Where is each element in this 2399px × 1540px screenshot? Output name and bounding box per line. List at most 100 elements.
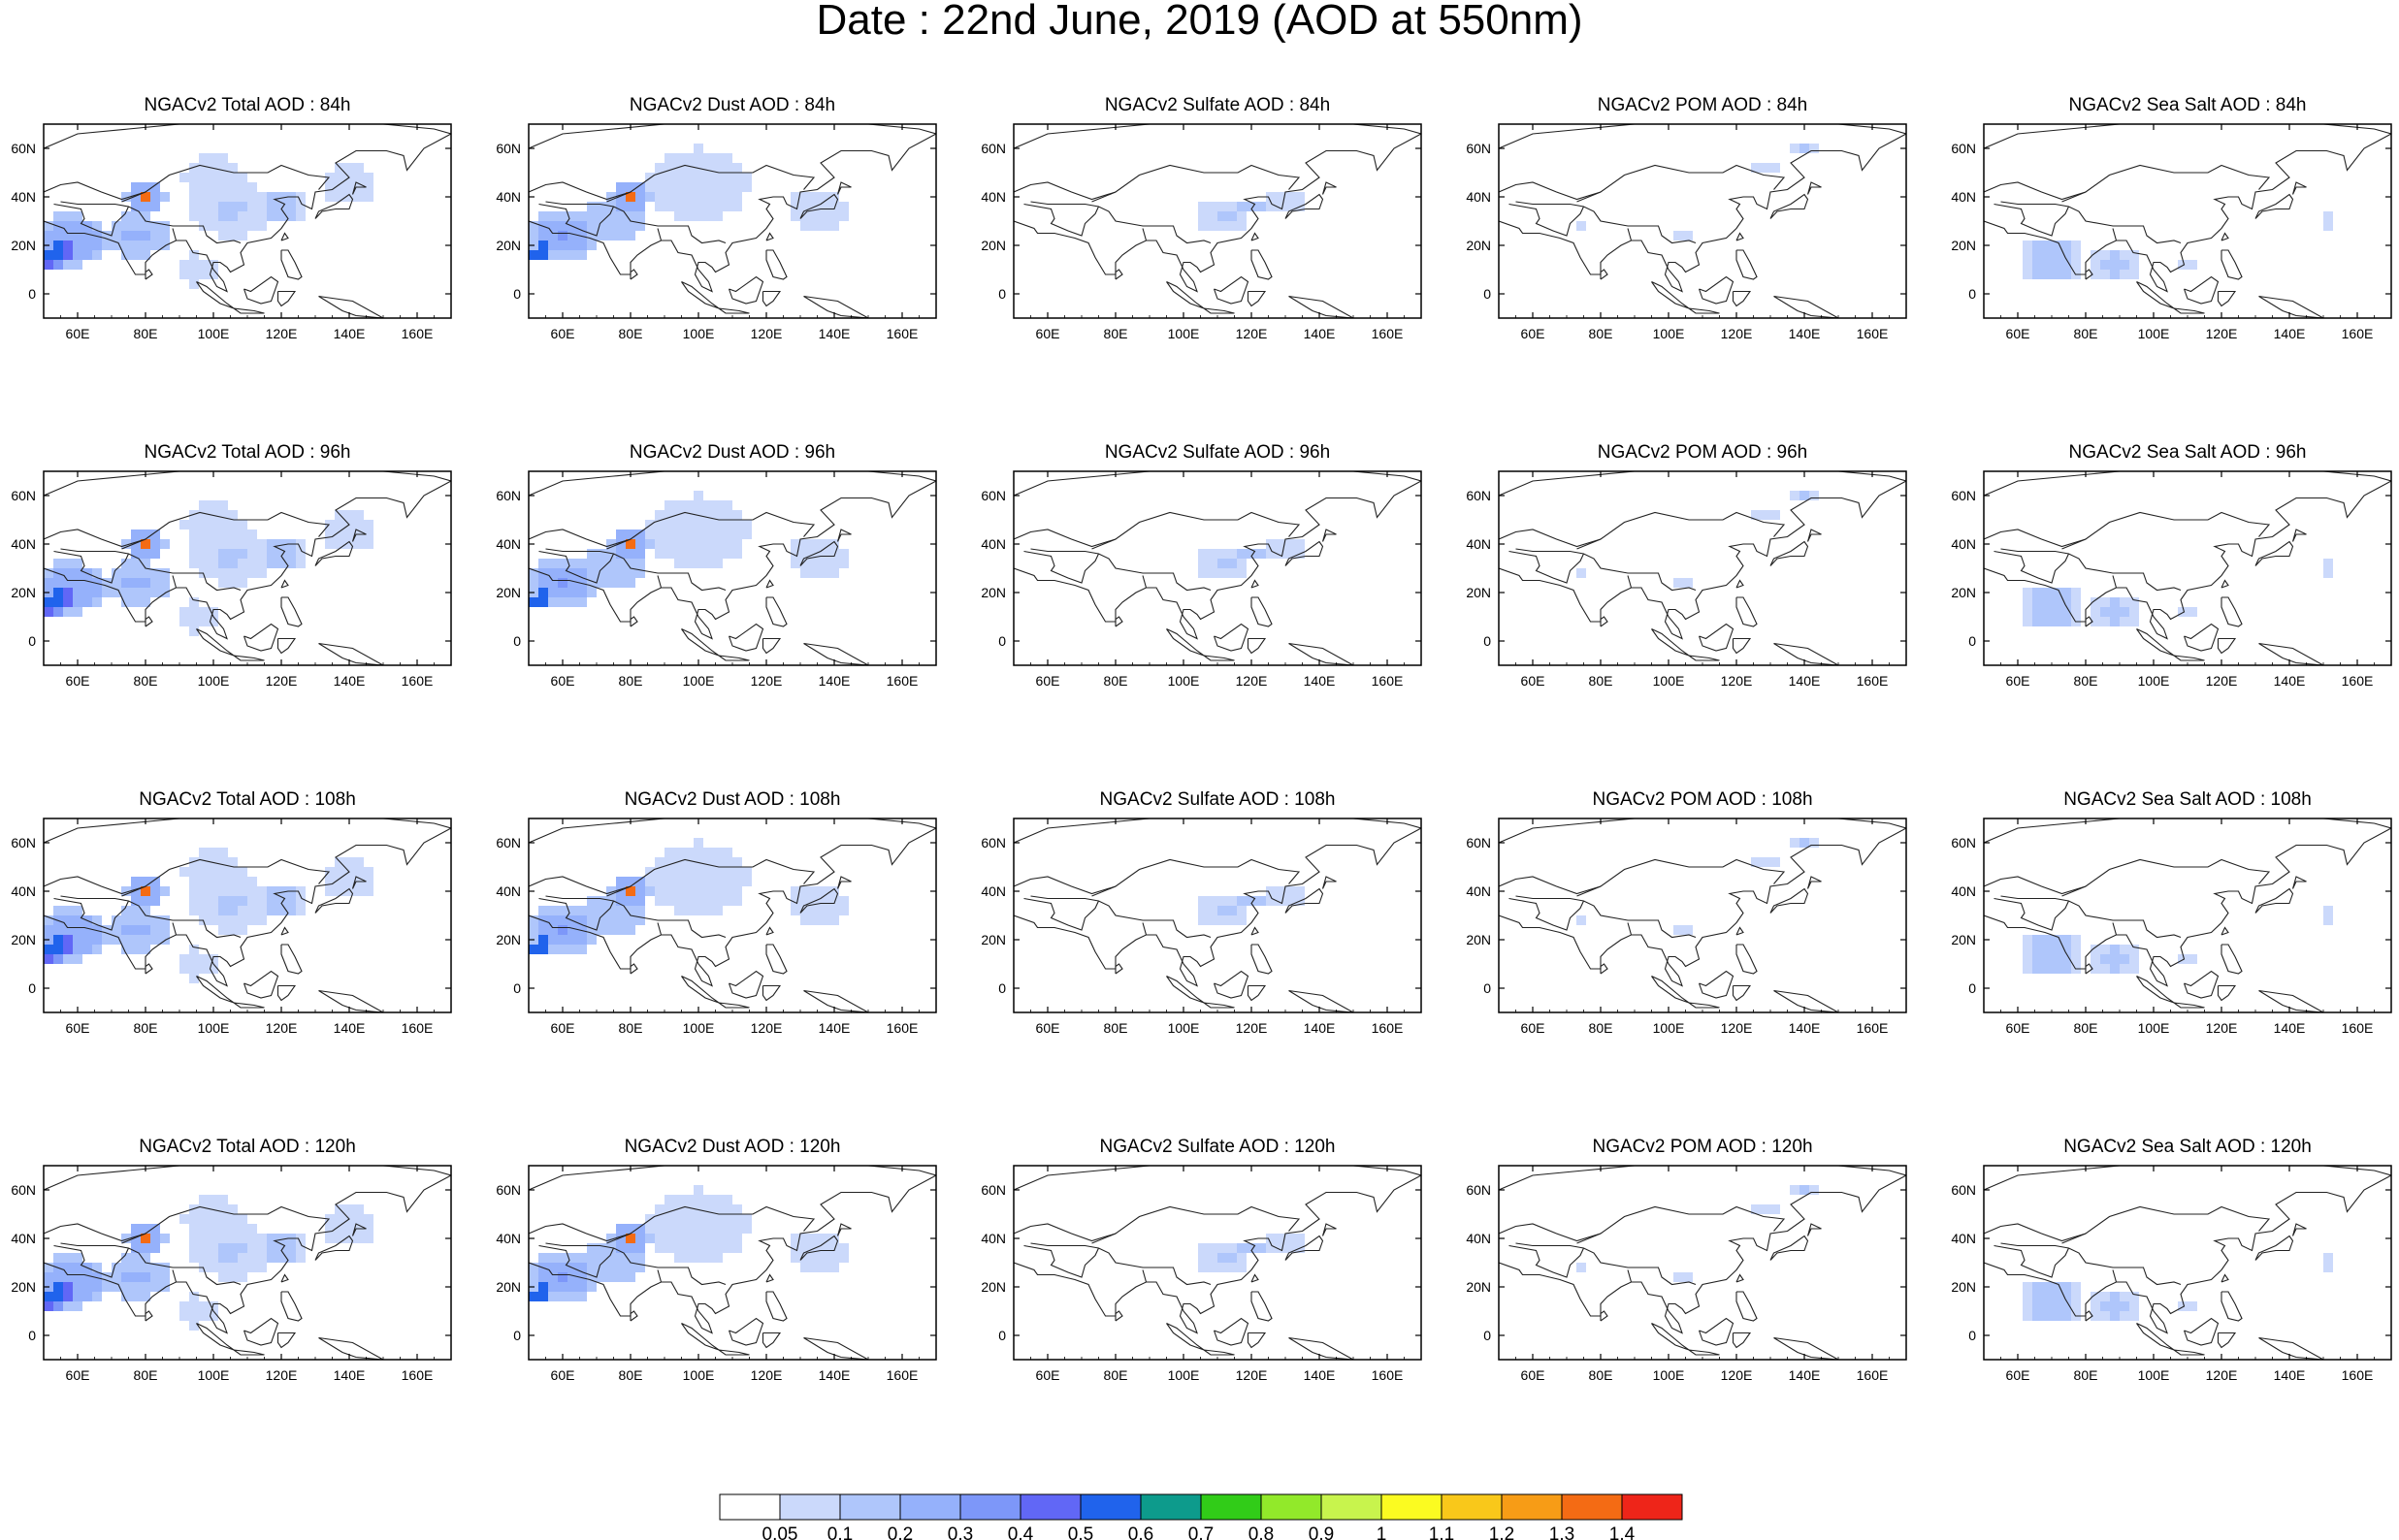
aod-cell [791,886,800,896]
aod-cell [577,1272,587,1282]
aod-cell [160,935,170,945]
aod-cell [587,1243,597,1253]
aod-cell [73,250,82,260]
aod-cell [209,173,218,182]
aod-cell [112,221,121,231]
aod-cell [2323,559,2333,568]
aod-cell [800,192,810,202]
x-tick-label: 80E [2074,1367,2098,1383]
colorbar-label: 0.6 [1128,1524,1153,1540]
aod-cell [548,578,558,588]
aod-cell [131,1272,141,1282]
aod-cell [2042,954,2052,964]
aod-cell [2023,250,2032,260]
aod-cell [267,211,276,221]
aod-cell [694,173,703,182]
aod-cell [800,202,810,211]
aod-cell [199,202,209,211]
aod-cell [131,906,141,915]
coastline-line [1984,471,2391,497]
y-tick-label: 20N [496,585,521,600]
aod-cell [810,568,820,578]
y-tick-label: 0 [1483,1328,1491,1343]
aod-cell [209,886,218,896]
coastline-line [1142,575,1148,589]
aod-cell [276,1243,286,1253]
aod-cell [2042,945,2052,954]
aod-cell [121,1234,131,1243]
aod-cell [189,279,199,289]
aod-cell [344,1234,354,1243]
aod-cell [829,192,839,202]
aod-cell [548,935,558,945]
aod-cell [1227,568,1237,578]
coastline-line [1773,295,1839,318]
aod-cell [616,221,626,231]
aod-cell [141,597,150,607]
coastline-line [44,529,146,548]
aod-cell [1276,886,1285,896]
aod-cell [665,1204,674,1214]
aod-cell [577,221,587,231]
aod-cell [238,1214,247,1224]
aod-cell [131,588,141,597]
aod-cell [703,848,713,857]
aod-cell [2120,260,2129,270]
y-tick-label: 40N [1951,1231,1976,1246]
aod-cell [121,925,131,935]
coastline-line [2112,228,2118,241]
aod-cell [44,260,53,270]
aod-cell [209,1263,218,1272]
aod-cell [567,588,577,597]
aod-cell [160,1263,170,1272]
aod-cell [325,520,335,529]
aod-cell [1237,1263,1247,1272]
aod-cell [606,578,616,588]
aod-cell [73,1272,82,1282]
aod-cell [655,192,665,202]
coastline-line [1994,897,2069,931]
aod-cell [53,241,63,250]
aod-cell [567,925,577,935]
aod-cell [276,539,286,549]
x-tick-label: 120E [1721,1020,1753,1036]
aod-cell [160,221,170,231]
x-tick-label: 100E [198,326,230,341]
aod-cell [713,867,723,877]
aod-cell [150,1282,160,1292]
aod-cell [296,202,306,211]
aod-cell [1266,192,1276,202]
coastline-line [681,281,720,309]
aod-cell [587,915,597,925]
aod-field [529,1185,849,1301]
x-tick-label: 140E [1304,673,1336,689]
aod-cell [1208,559,1217,568]
aod-cell [577,1292,587,1301]
x-tick-label: 140E [819,326,851,341]
colorbar-swatch [1621,1493,1683,1521]
coastline [1984,124,2391,318]
aod-cell [344,1224,354,1234]
aod-cell [616,1253,626,1263]
coastline-line [314,540,354,566]
aod-cell [228,529,238,539]
aod-cell [150,182,160,192]
panel-title: NGACv2 Sea Salt AOD : 108h [2063,789,2312,810]
coastline-line [280,579,289,589]
aod-cell [2032,260,2042,270]
aod-cell [635,1253,645,1263]
aod-cell [63,231,73,241]
coastline-line [2254,1235,2294,1261]
aod-cell [44,250,53,260]
aod-cell [577,925,587,935]
aod-cell [1217,906,1227,915]
aod-cell [1751,857,1761,867]
x-tick-label: 120E [2206,326,2238,341]
aod-cell [645,539,655,549]
aod-cell [732,202,742,211]
aod-cell [694,867,703,877]
aod-cell [577,915,587,925]
aod-cell [616,549,626,559]
aod-cell [131,202,141,211]
aod-cell [73,241,82,250]
